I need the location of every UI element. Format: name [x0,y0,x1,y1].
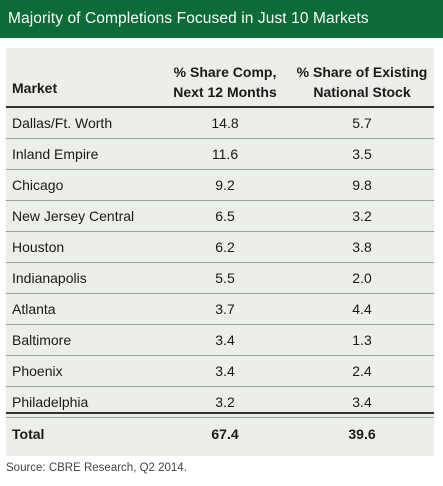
cell-market: Atlanta [12,301,56,317]
cell-market: New Jersey Central [12,208,135,224]
cell-market: Dallas/Ft. Worth [12,115,113,131]
cell-share-comp: 9.2 [215,177,235,193]
cell-share-comp: 6.2 [215,239,235,255]
cell-share-comp: 5.5 [215,270,235,286]
cell-market: Phoenix [12,363,63,379]
cell-market: Houston [12,239,65,255]
table-row: Houston 6.2 3.8 [6,232,434,263]
header-share-stock: % Share of Existing National Stock [290,62,434,102]
header-market: Market [12,80,58,96]
table-row: Baltimore 3.4 1.3 [6,325,434,356]
total-share-comp: 67.4 [211,426,239,442]
cell-share-stock: 3.5 [352,146,372,162]
table-body: Dallas/Ft. Worth 14.8 5.7 Inland Empire 11.6… [6,108,434,418]
cell-share-stock: 3.2 [352,208,372,224]
table-panel: Market % Share Comp, Next 12 Months % Sh… [6,48,434,456]
cell-market: Indianapolis [12,270,87,286]
cell-market: Inland Empire [12,146,99,162]
cell-share-comp: 3.4 [215,332,235,348]
table-row: Dallas/Ft. Worth 14.8 5.7 [6,108,434,139]
cell-share-comp: 14.8 [211,115,239,131]
cell-market: Baltimore [12,332,72,348]
cell-share-stock: 5.7 [352,115,372,131]
cell-share-stock: 3.4 [352,394,372,410]
table-header: Market % Share Comp, Next 12 Months % Sh… [6,48,434,108]
table-row: Phoenix 3.4 2.4 [6,356,434,387]
cell-share-stock: 2.0 [352,270,372,286]
total-row: Total 67.4 39.6 [6,412,434,452]
source-note: Source: CBRE Research, Q2 2014. [6,462,187,474]
cell-share-comp: 3.4 [215,363,235,379]
table-row: Indianapolis 5.5 2.0 [6,263,434,294]
cell-share-comp: 3.7 [215,301,235,317]
header-share-comp-line2: Next 12 Months [173,84,277,100]
cell-share-stock: 9.8 [352,177,372,193]
chart-title: Majority of Completions Focused in Just … [0,0,443,38]
header-share-stock-line2: National Stock [313,84,411,100]
table-row: Atlanta 3.7 4.4 [6,294,434,325]
header-share-comp: % Share Comp, Next 12 Months [160,62,290,102]
cell-market: Philadelphia [12,394,89,410]
cell-share-stock: 4.4 [352,301,372,317]
cell-share-comp: 6.5 [215,208,235,224]
header-share-comp-line1: % Share Comp, [173,64,277,80]
total-label: Total [12,426,45,442]
table-row: New Jersey Central 6.5 3.2 [6,201,434,232]
cell-market: Chicago [12,177,64,193]
table-row: Chicago 9.2 9.8 [6,170,434,201]
cell-share-comp: 11.6 [211,146,239,162]
cell-share-stock: 2.4 [352,363,372,379]
cell-share-stock: 1.3 [352,332,372,348]
table-row: Inland Empire 11.6 3.5 [6,139,434,170]
cell-share-stock: 3.8 [352,239,372,255]
total-share-stock: 39.6 [348,426,376,442]
table-row: Philadelphia 3.2 3.4 [6,387,434,418]
header-share-stock-line1: % Share of Existing [296,64,428,80]
cell-share-comp: 3.2 [215,394,235,410]
